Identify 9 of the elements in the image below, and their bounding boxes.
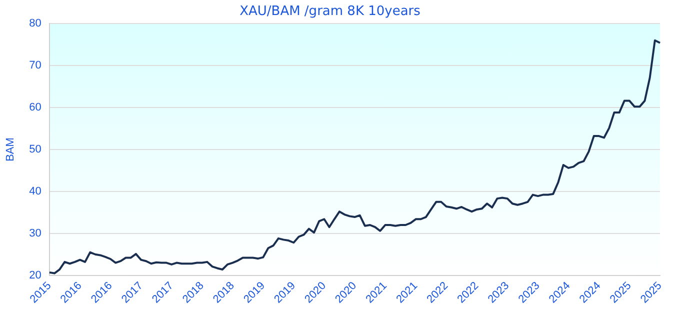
y-tick-label: 40 <box>29 185 42 198</box>
y-tick-label: 60 <box>29 102 42 114</box>
y-tick-label: 30 <box>29 227 42 240</box>
y-tick-label: 80 <box>29 18 42 30</box>
y-tick-label: 50 <box>29 144 42 156</box>
y-axis-title: BAM <box>4 138 17 162</box>
y-tick-label: 70 <box>29 60 42 72</box>
y-tick-label: 20 <box>29 269 42 282</box>
chart-title: XAU/BAM /gram 8K 10years <box>240 4 421 20</box>
